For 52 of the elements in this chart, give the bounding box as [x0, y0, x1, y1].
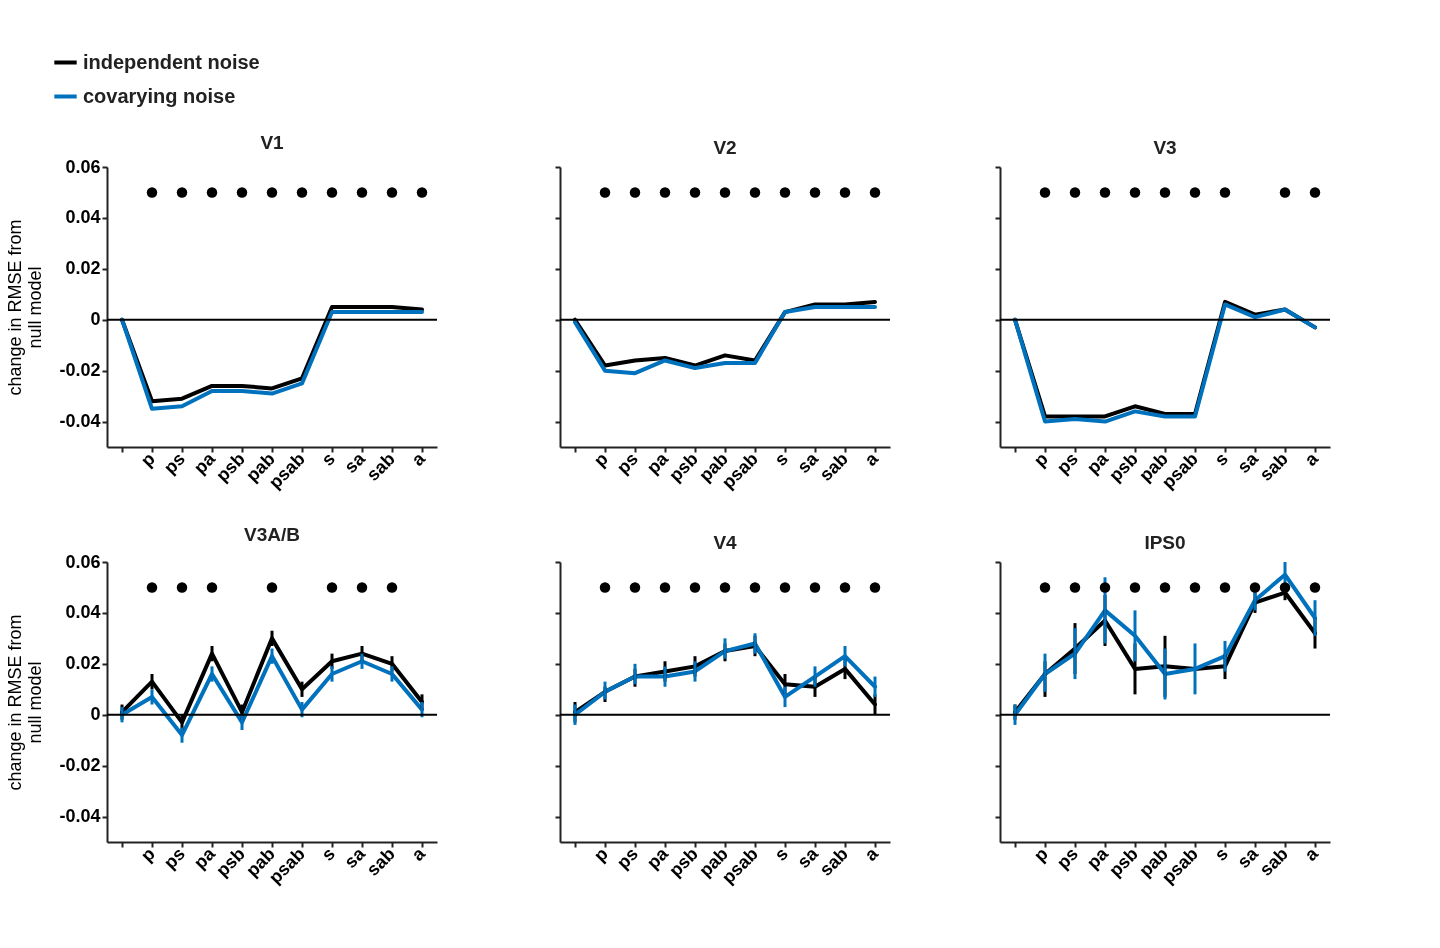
x-tick-label: p [1029, 843, 1052, 866]
x-tick-label: p [136, 448, 159, 471]
x-tick-label: p [136, 843, 159, 866]
x-tick-label: s [770, 448, 792, 470]
x-tick-label: s [1210, 448, 1232, 470]
y-tick-label: -0.04 [59, 806, 101, 827]
x-tick-label: ps [612, 843, 642, 873]
chart-title: V3 [1153, 137, 1177, 158]
x-tick-label: s [317, 448, 339, 470]
chart-title: V1 [260, 132, 285, 153]
x-tick-label: ps [159, 843, 189, 873]
chart-title: IPS0 [1144, 531, 1186, 553]
x-tick-label: sa [1233, 843, 1263, 873]
x-tick-label: a [407, 448, 430, 470]
x-tick-label: ps [612, 448, 642, 478]
x-tick-label: s [770, 843, 792, 865]
x-tick-label: s [1210, 843, 1232, 865]
x-tick-label: ps [1052, 448, 1082, 478]
y-tick-label: -0.02 [59, 755, 101, 776]
y-axis-title: change in RMSE from null model [5, 219, 46, 396]
legend-label: covarying noise [83, 84, 236, 107]
y-tick-label: 0.02 [65, 653, 101, 674]
x-tick-label: a [1300, 843, 1323, 865]
x-tick-label: a [407, 843, 430, 865]
x-tick-label: a [1300, 448, 1323, 470]
chart-title: V3A/B [244, 524, 300, 545]
y-tick-label: 0.04 [65, 602, 101, 623]
x-tick-label: ps [159, 448, 189, 478]
y-axis-title: change in RMSE from null model [5, 614, 46, 791]
legend-label: independent noise [83, 50, 260, 73]
y-tick-label: 0.06 [65, 551, 101, 572]
y-tick-label: 0.02 [65, 258, 101, 279]
x-tick-label: sa [793, 448, 823, 478]
x-tick-label: sa [340, 448, 370, 478]
y-tick-label: -0.02 [59, 360, 101, 381]
x-tick-label: p [589, 448, 612, 471]
x-tick-label: p [1029, 448, 1052, 471]
chart-title: V4 [713, 532, 738, 553]
x-tick-label: sa [1233, 448, 1263, 478]
x-tick-label: sa [793, 843, 823, 873]
y-tick-label: -0.04 [59, 411, 101, 432]
x-tick-label: a [860, 843, 883, 865]
chart-title: V2 [713, 137, 737, 158]
x-tick-label: ps [1052, 843, 1082, 873]
y-tick-label: 0.06 [65, 156, 101, 177]
y-tick-label: 0.04 [65, 207, 101, 228]
x-tick-label: p [589, 843, 612, 866]
x-tick-label: s [317, 843, 339, 865]
y-tick-label: 0 [90, 704, 101, 725]
x-tick-label: sa [340, 843, 370, 873]
y-tick-label: 0 [90, 309, 101, 330]
x-tick-label: a [860, 448, 883, 470]
